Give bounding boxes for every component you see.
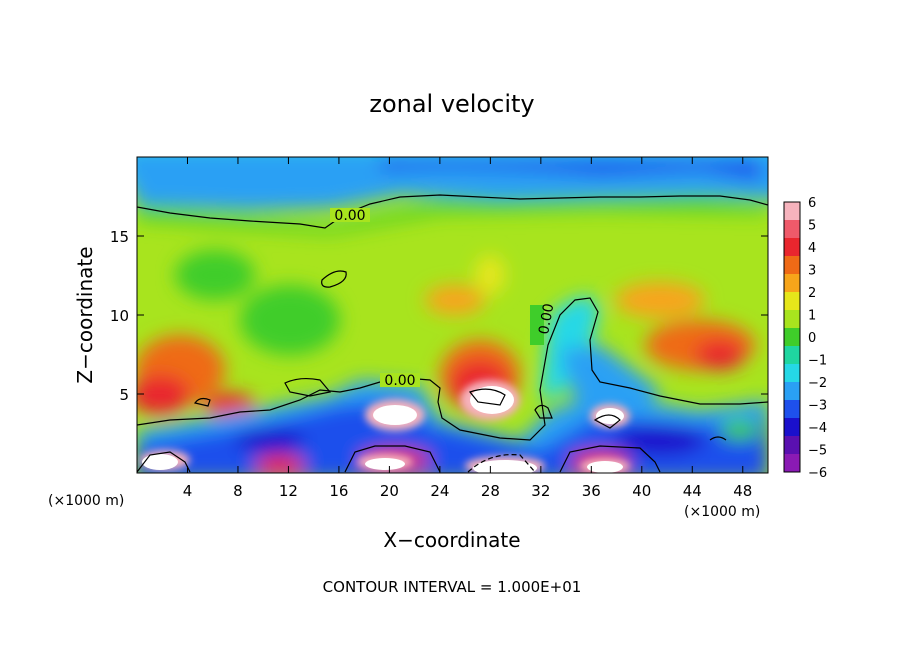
contour-label-top: 0.00 <box>334 208 365 224</box>
colorbar-swatch <box>784 274 800 293</box>
colorbar-swatch <box>784 436 800 455</box>
x-tick-label: 8 <box>233 482 243 500</box>
colorbar-swatch <box>784 400 800 419</box>
colorbar-label: 4 <box>808 241 816 256</box>
velocity-field: 0.00 0.00 0.00 <box>137 157 768 473</box>
colorbar: 6 5 4 3 2 1 0 −1 −2 −3 −4 −5 −6 <box>783 196 827 481</box>
colorbar-label: −4 <box>808 421 827 436</box>
x-tick-label: 44 <box>683 482 702 500</box>
chart-title: zonal velocity <box>369 90 534 118</box>
x-tick-label: 12 <box>279 482 298 500</box>
colorbar-label: −2 <box>808 376 827 391</box>
y-tick-label: 15 <box>110 228 129 246</box>
colorbar-label: 2 <box>808 286 816 301</box>
colorbar-label: 0 <box>808 331 816 346</box>
x-tick-label: 4 <box>183 482 193 500</box>
x-axis-title: X−coordinate <box>383 528 520 552</box>
contour-label-mid: 0.00 <box>384 373 415 389</box>
colorbar-swatch <box>784 202 800 221</box>
colorbar-swatch <box>784 292 800 311</box>
x-tick-label: 40 <box>632 482 651 500</box>
contour-label-tongue: 0.00 <box>536 302 557 335</box>
y-tick-label: 10 <box>110 307 129 325</box>
x-tick-label: 20 <box>380 482 399 500</box>
colorbar-swatch <box>784 238 800 257</box>
x-tick-label: 32 <box>531 482 550 500</box>
colorbar-swatch <box>784 328 800 347</box>
colorbar-swatch <box>784 256 800 275</box>
x-tick-label: 24 <box>430 482 449 500</box>
colorbar-swatch <box>784 310 800 329</box>
x-tick-label: 36 <box>582 482 601 500</box>
colorbar-swatch <box>784 346 800 365</box>
x-tick-label: 28 <box>481 482 500 500</box>
colorbar-swatch <box>784 454 800 473</box>
colorbar-label: −6 <box>808 466 827 481</box>
x-tick-label: 16 <box>329 482 348 500</box>
x-tick-label: 48 <box>733 482 752 500</box>
colorbar-label: 3 <box>808 264 816 279</box>
contour-label-group <box>330 208 544 387</box>
colorbar-label: −1 <box>808 354 827 369</box>
colorbar-label: 5 <box>808 219 816 234</box>
x-unit-label-left: (×1000 m) <box>48 493 124 509</box>
x-unit-label-right: (×1000 m) <box>684 504 760 520</box>
colorbar-label: −3 <box>808 399 827 414</box>
y-axis: 5 10 15 <box>110 228 768 404</box>
colorbar-swatch <box>784 418 800 437</box>
contour-lines <box>137 194 768 473</box>
colorbar-swatch <box>784 382 800 401</box>
colorbar-label: 6 <box>808 196 816 211</box>
colorbar-label: 1 <box>808 309 816 324</box>
colorbar-label: −5 <box>808 444 827 459</box>
y-tick-label: 5 <box>119 386 129 404</box>
colorbar-frame <box>783 201 801 473</box>
colorbar-swatch <box>784 364 800 383</box>
contour-interval-note: CONTOUR INTERVAL = 1.000E+01 <box>323 578 582 596</box>
colorbar-swatch <box>784 220 800 239</box>
x-axis: 4 8 12 16 20 24 28 32 36 40 44 48 <box>183 157 752 500</box>
y-axis-title: Z−coordinate <box>73 246 97 383</box>
